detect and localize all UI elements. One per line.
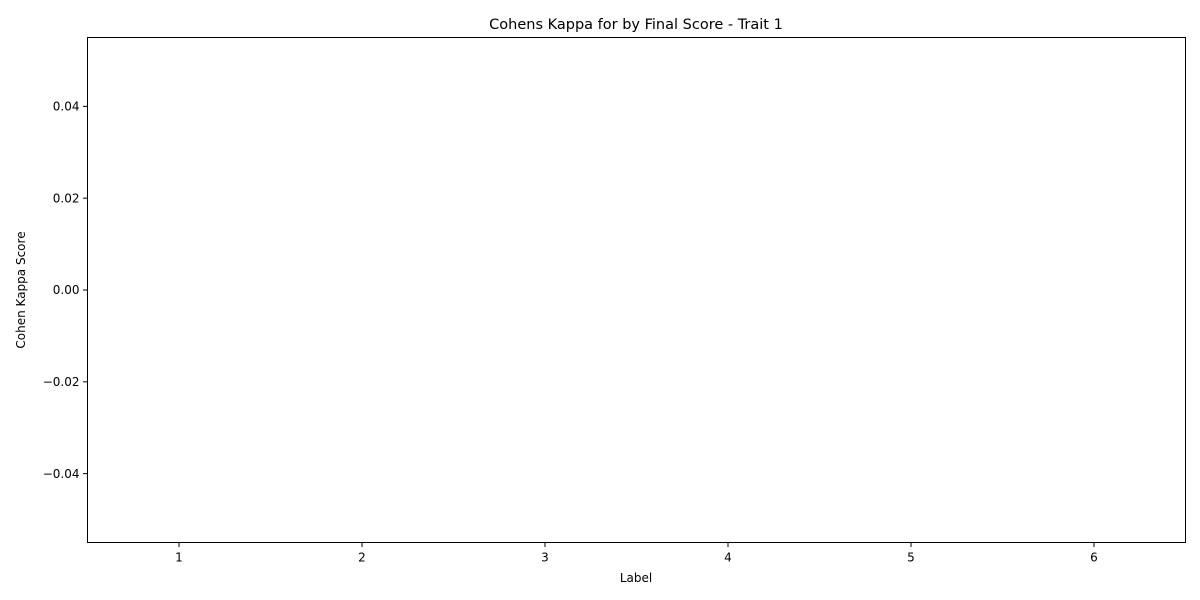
x-tick-label: 2 bbox=[358, 551, 366, 565]
y-tick-label: −0.04 bbox=[43, 467, 80, 481]
x-tick-label: 1 bbox=[175, 551, 183, 565]
y-tick-label: 0.00 bbox=[53, 283, 80, 297]
y-tick-label: −0.02 bbox=[43, 375, 80, 389]
x-tick-label: 5 bbox=[907, 551, 915, 565]
y-tick-label: 0.04 bbox=[53, 100, 80, 114]
x-tick-label: 4 bbox=[724, 551, 732, 565]
y-tick-label: 0.02 bbox=[53, 191, 80, 205]
y-axis-label: Cohen Kappa Score bbox=[14, 231, 28, 348]
x-axis-label: Label bbox=[620, 571, 652, 585]
chart-title: Cohens Kappa for by Final Score - Trait … bbox=[489, 17, 783, 33]
y-axis-ticks: −0.04 −0.02 0.00 0.02 0.04 bbox=[43, 100, 88, 481]
x-axis-ticks: 1 2 3 4 5 6 bbox=[175, 542, 1098, 565]
x-tick-label: 3 bbox=[541, 551, 549, 565]
x-tick-label: 6 bbox=[1090, 551, 1098, 565]
